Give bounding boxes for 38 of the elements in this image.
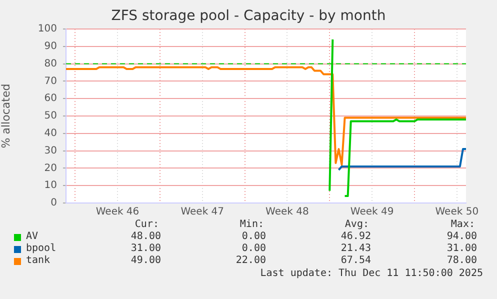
y-tick-label: 0 — [50, 198, 57, 209]
text: 0.00 — [242, 231, 266, 242]
legend-label: AV — [26, 231, 38, 242]
legend-label: bpool — [26, 243, 56, 254]
text: 48.00 — [130, 231, 161, 242]
text: Avg: — [344, 219, 369, 230]
text: Cur: — [134, 219, 159, 230]
x-tick-label: Week 48 — [266, 206, 309, 218]
y-tick-label: 80 — [44, 58, 57, 70]
x-tick-label: Week 47 — [180, 206, 224, 218]
text: 22.00 — [236, 255, 266, 266]
x-tick-label: Week 50 — [435, 206, 479, 218]
y-tick-label: 10 — [44, 180, 57, 192]
text: 21.43 — [340, 243, 371, 254]
chart-title: ZFS storage pool - Capacity - by month — [110, 8, 387, 24]
x-tick-label: Week 46 — [96, 206, 140, 218]
y-tick-label: 50 — [44, 110, 57, 122]
legend-label: tank — [26, 255, 50, 266]
y-tick-label: 90 — [44, 40, 57, 52]
text: 67.54 — [340, 255, 371, 266]
y-tick-label: 30 — [44, 145, 57, 156]
y-tick-label: 60 — [44, 93, 57, 104]
y-tick-label: 40 — [44, 128, 57, 139]
text: Last update: Thu Dec 11 11:50:00 2025 — [260, 268, 483, 279]
text: Max: — [450, 219, 475, 230]
y-axis-title: % allocated — [0, 84, 12, 148]
text: 78.00 — [446, 255, 477, 266]
text: 0.00 — [242, 243, 266, 254]
text: 46.92 — [340, 231, 371, 242]
text: 31.00 — [446, 243, 477, 254]
text: 31.00 — [130, 243, 161, 254]
y-tick-label: 70 — [44, 76, 57, 87]
text: 49.00 — [130, 255, 161, 266]
y-tick-label: 20 — [44, 162, 57, 174]
text: 94.00 — [446, 231, 477, 242]
x-tick-label: Week 49 — [350, 206, 394, 218]
text: Min: — [240, 219, 264, 230]
y-tick-label: 100 — [38, 24, 57, 35]
